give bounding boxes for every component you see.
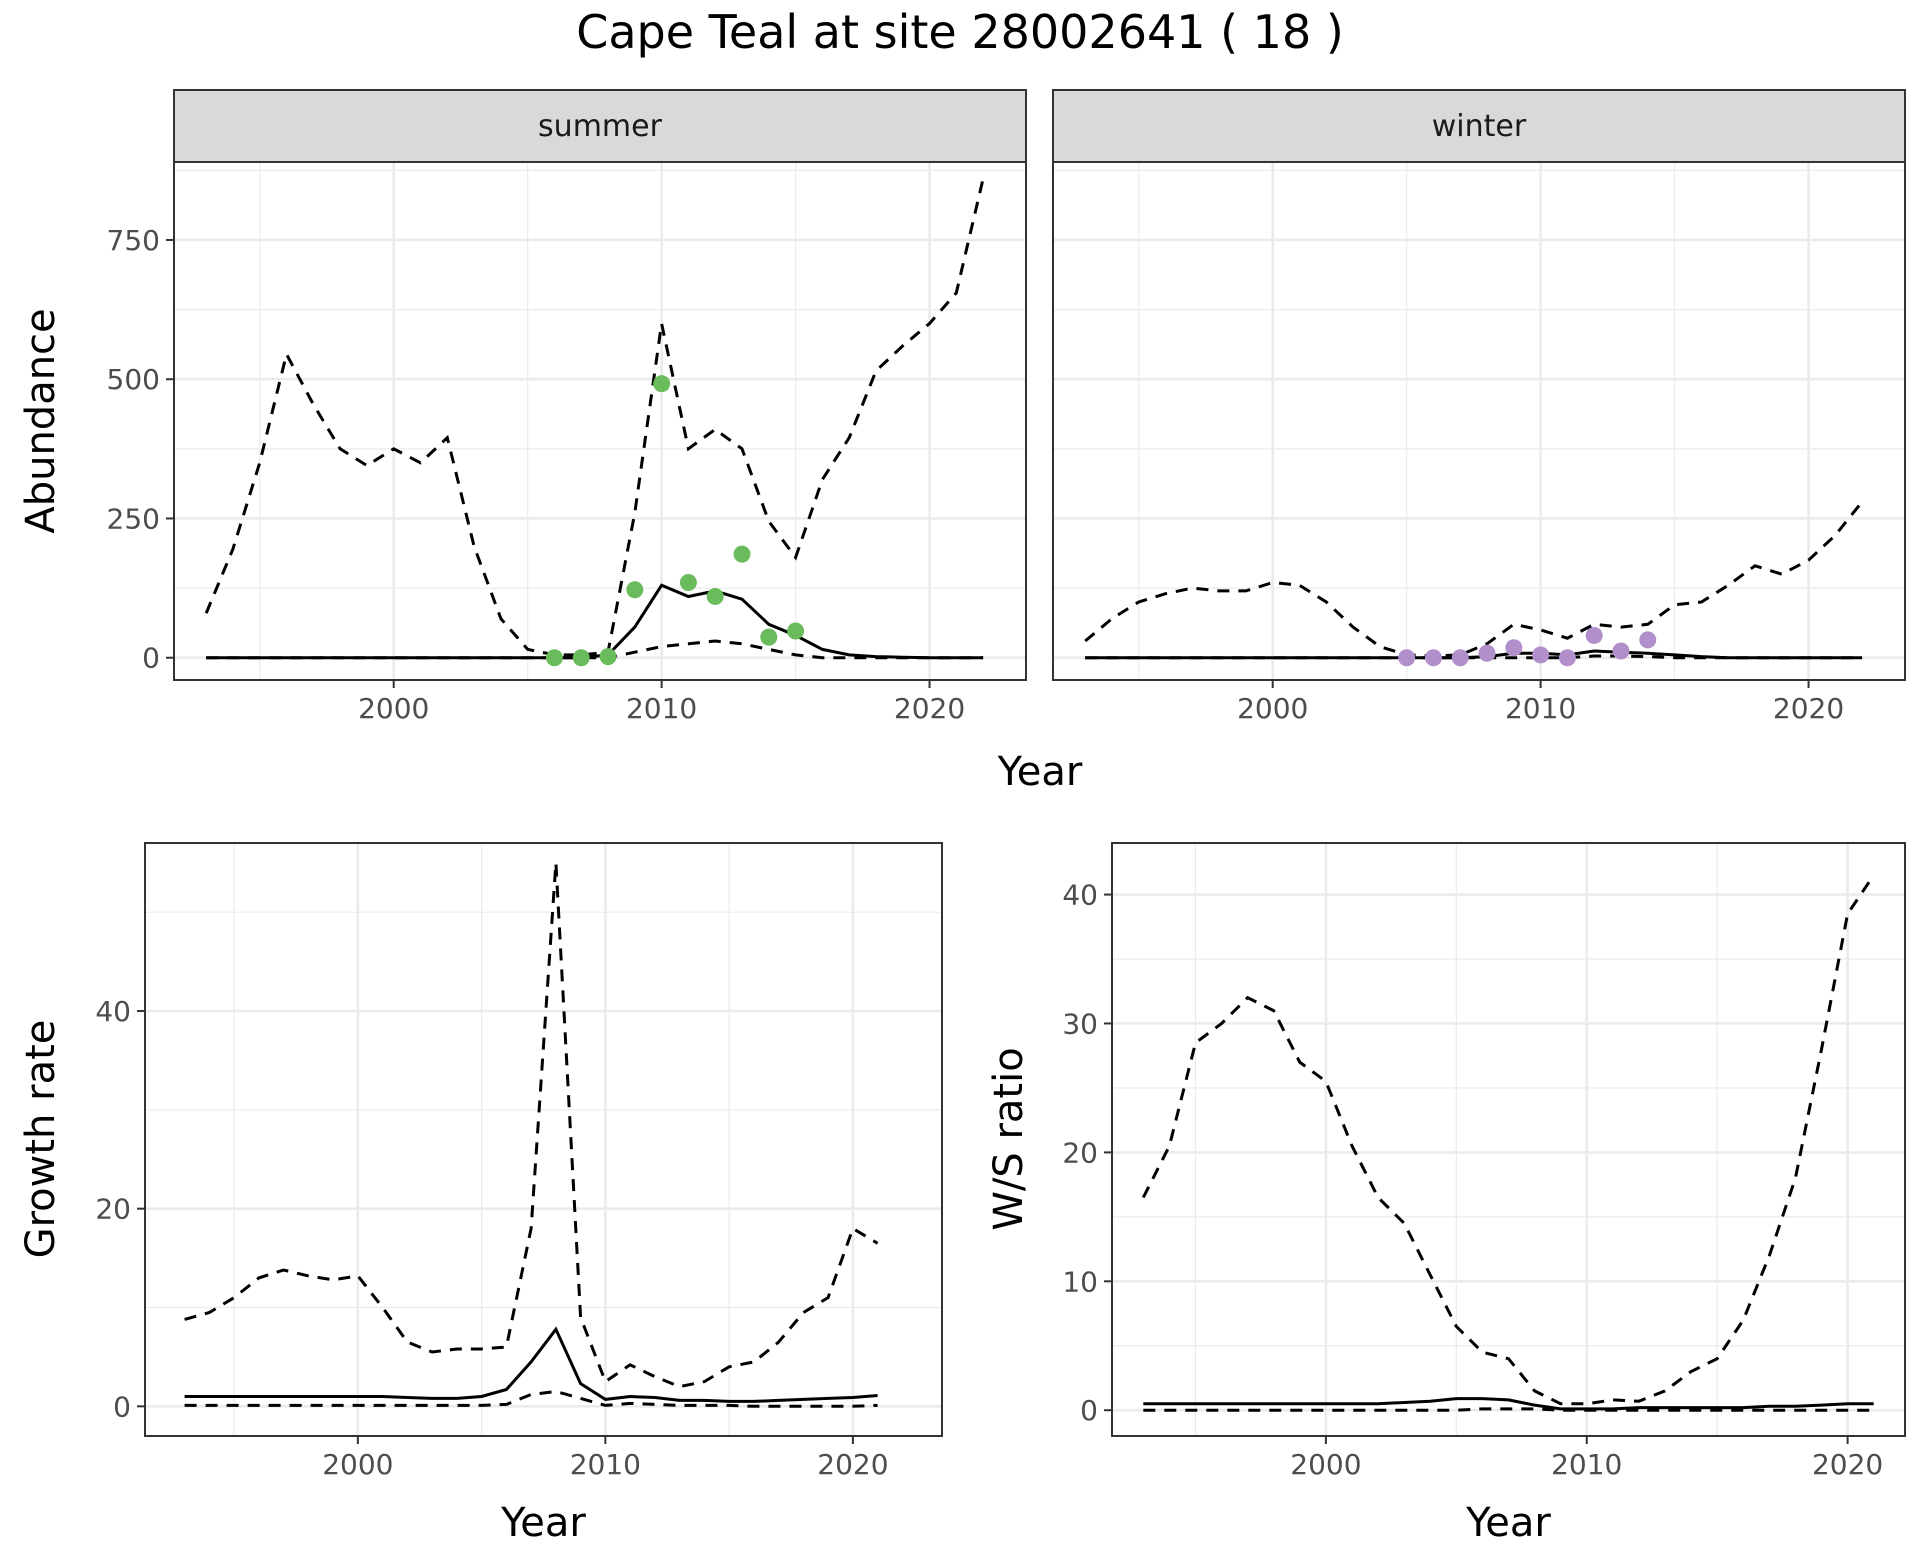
data-point — [1478, 644, 1496, 662]
y-axis-label: Abundance — [18, 308, 64, 533]
y-tick-label: 20 — [1062, 1136, 1098, 1169]
panel-border — [1111, 842, 1906, 1437]
upper-bound-line — [1084, 500, 1864, 658]
y-tick-label: 20 — [95, 1193, 131, 1226]
y-tick-label: 750 — [107, 224, 160, 257]
y-tick-label: 0 — [142, 642, 160, 675]
x-tick-label: 2000 — [1290, 1448, 1361, 1481]
data-point — [787, 622, 805, 640]
y-tick-label: 30 — [1062, 1007, 1098, 1040]
y-axis-label: W/S ratio — [986, 1047, 1032, 1230]
data-point — [1451, 649, 1469, 667]
data-point — [1558, 649, 1576, 667]
data-point — [760, 628, 778, 646]
x-tick-label: 2010 — [1505, 692, 1576, 725]
y-tick-label: 10 — [1062, 1265, 1098, 1298]
x-tick-label: 2010 — [626, 692, 697, 725]
median-line — [206, 583, 984, 660]
data-point — [653, 375, 671, 393]
data-point — [1612, 642, 1630, 660]
y-axis-label: Growth rate — [18, 1020, 64, 1259]
x-tick-label: 2020 — [894, 692, 965, 725]
data-point — [1585, 626, 1603, 644]
median-line — [1085, 649, 1863, 660]
data-point — [733, 545, 751, 563]
x-tick-label: 2010 — [1551, 1448, 1622, 1481]
x-tick-label: 2020 — [1812, 1448, 1883, 1481]
data-point — [626, 581, 644, 599]
x-tick-label: 2000 — [358, 692, 429, 725]
data-point — [599, 648, 617, 666]
data-point — [1398, 649, 1416, 667]
lower-bound-line — [184, 1389, 878, 1408]
data-point — [706, 587, 724, 605]
y-tick-label: 0 — [113, 1390, 131, 1423]
growth-rate-panel: 2000 2010 2020 0 20 40 — [95, 842, 943, 1481]
lower-bound-line — [1143, 1407, 1874, 1412]
facet-strip-label: summer — [538, 109, 663, 144]
x-tick-label: 2020 — [1773, 692, 1844, 725]
y-tick-label: 40 — [1062, 879, 1098, 912]
abundance-panel-winter: 2000 2010 2020 winter — [1052, 89, 1906, 725]
upper-bound-line — [184, 862, 879, 1389]
facet-strip — [1052, 89, 1906, 163]
facet-strip — [173, 89, 1027, 163]
data-point — [1532, 646, 1550, 664]
facet-strip-label: winter — [1432, 109, 1527, 144]
x-tick-label: 2010 — [570, 1448, 641, 1481]
median-line — [1143, 1397, 1874, 1411]
data-point — [679, 574, 697, 592]
x-tick-label: 2000 — [1237, 692, 1308, 725]
y-tick-label: 40 — [95, 995, 131, 1028]
data-point — [572, 649, 590, 667]
y-tick-label: 250 — [107, 502, 160, 535]
data-point — [545, 649, 563, 667]
x-axis-label: Year — [997, 749, 1083, 795]
data-point — [1505, 639, 1523, 657]
x-axis-label: Year — [1465, 1500, 1551, 1546]
x-axis-label: Year — [500, 1500, 586, 1546]
ws-ratio-panel: 2000 2010 2020 0 10 20 30 40 — [1062, 842, 1906, 1481]
figure-title: Cape Teal at site 28002641 ( 18 ) — [576, 5, 1344, 59]
median-line — [184, 1326, 878, 1403]
x-tick-label: 2020 — [817, 1448, 888, 1481]
x-tick-label: 2000 — [322, 1448, 393, 1481]
upper-bound-line — [1141, 874, 1875, 1406]
panel-border — [144, 842, 943, 1437]
y-tick-label: 500 — [107, 363, 160, 396]
y-tick-label: 0 — [1080, 1394, 1098, 1427]
data-point — [1424, 649, 1442, 667]
abundance-panel-summer: 2000 2010 2020 0 250 500 750 summer — [107, 89, 1027, 725]
upper-bound-line — [204, 178, 985, 657]
data-point — [1639, 631, 1657, 649]
